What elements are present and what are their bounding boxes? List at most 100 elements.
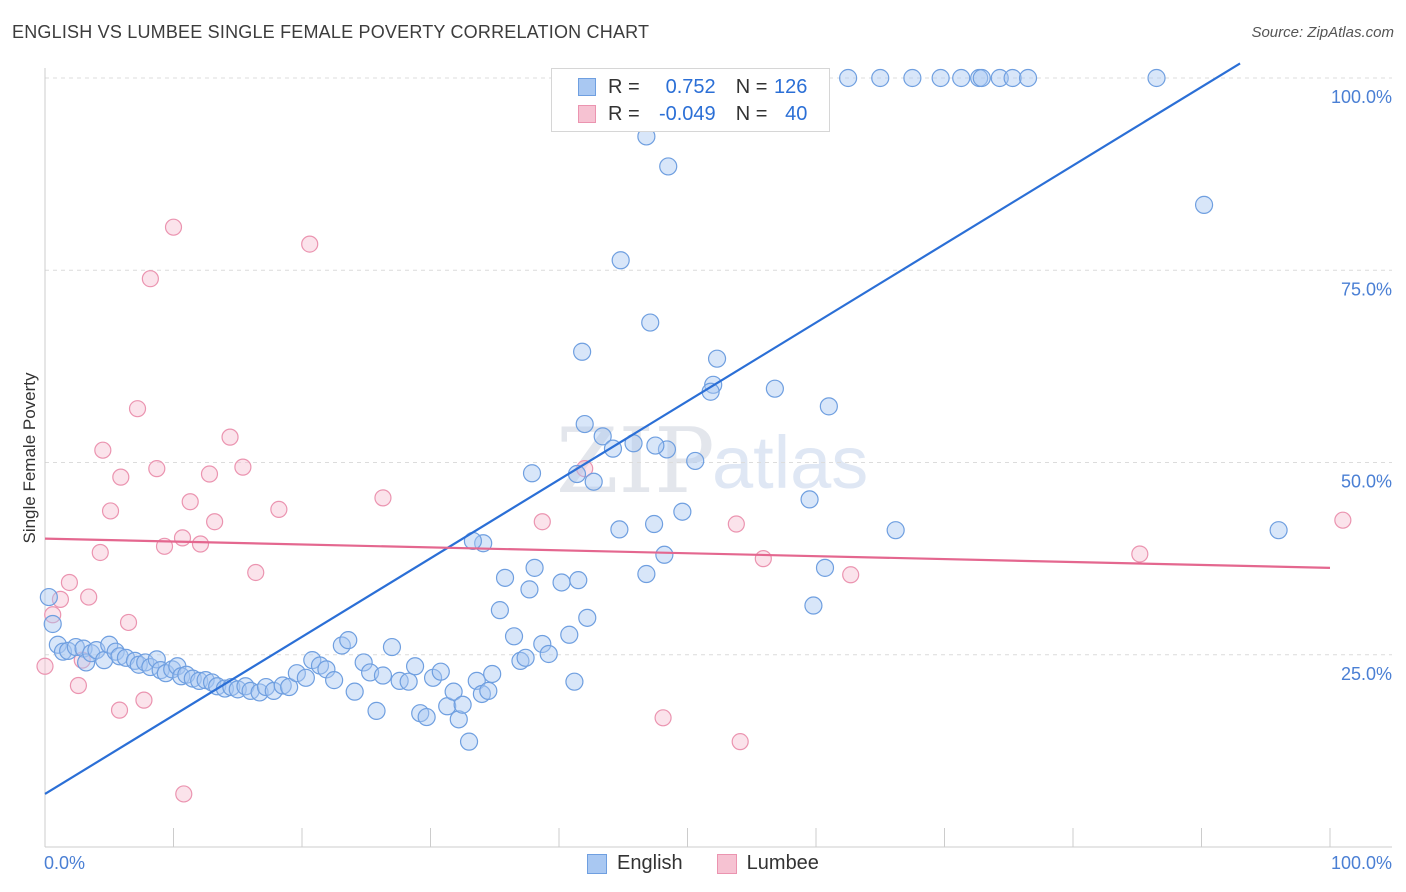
english-point — [417, 707, 436, 727]
english-point — [1147, 68, 1166, 88]
lumbee-point — [206, 513, 224, 531]
english-point — [345, 682, 364, 701]
lumbee-point — [175, 785, 193, 803]
lumbee-point — [181, 493, 199, 511]
english-r-label: R = — [608, 75, 640, 98]
lumbee-point — [270, 500, 288, 519]
x-tick-label-0: 0.0% — [44, 853, 85, 873]
english-point — [839, 68, 858, 88]
english-point — [479, 681, 498, 700]
lumbee-point — [112, 468, 130, 486]
english-point — [1194, 195, 1214, 214]
english-point — [449, 710, 468, 729]
legend-item-english[interactable]: English — [587, 852, 683, 875]
english-point — [804, 596, 823, 615]
lumbee-point — [36, 657, 54, 675]
english-point — [405, 657, 425, 676]
lumbee-point — [135, 691, 153, 709]
axes — [44, 68, 1392, 848]
english-legend-swatch — [587, 853, 608, 874]
english-point — [431, 662, 450, 681]
lumbee-point — [533, 513, 551, 531]
lumbee-point — [754, 550, 772, 568]
english-point — [241, 681, 260, 700]
lumbee-point — [221, 428, 239, 446]
english-point — [584, 472, 603, 491]
english-point — [399, 672, 418, 691]
english-point — [657, 440, 677, 459]
lumbee-point — [731, 733, 749, 751]
x-tick-label-100: 100.0% — [1331, 853, 1392, 873]
english-point — [573, 342, 592, 361]
english-point — [569, 571, 588, 590]
lumbee-r-value: -0.049 — [658, 102, 716, 125]
lumbee-point — [94, 441, 112, 459]
english-point — [533, 634, 552, 654]
y-tick-label-75: 75.0% — [1341, 279, 1392, 299]
lumbee-point — [247, 563, 265, 582]
english-point — [339, 631, 358, 650]
english-point — [504, 627, 524, 646]
english-point — [552, 573, 571, 592]
english-point — [444, 682, 463, 701]
english-n-value: 126 — [774, 75, 808, 98]
y-axis-label: Single Female Poverty — [20, 372, 39, 544]
english-point — [972, 68, 991, 88]
english-point — [886, 521, 905, 540]
lumbee-swatch — [578, 105, 596, 123]
english-point — [354, 653, 373, 672]
tick-labels: 25.0% 50.0% 75.0% 100.0% 0.0% 100.0% — [44, 87, 1392, 873]
english-point — [610, 520, 629, 539]
english-point — [1018, 68, 1038, 88]
lumbee-point — [44, 606, 62, 624]
english-point — [516, 648, 535, 667]
english-point — [77, 653, 96, 672]
lumbee-point — [200, 465, 219, 483]
lumbee-point — [1334, 511, 1352, 529]
source-label: Source: ZipAtlas.com — [1251, 24, 1394, 41]
english-point — [287, 664, 306, 683]
english-point — [931, 68, 950, 88]
english-point — [990, 68, 1009, 88]
english-point — [1269, 521, 1288, 540]
lumbee-point — [173, 529, 192, 547]
english-point — [495, 568, 515, 587]
english-point — [382, 637, 402, 657]
english-point — [644, 514, 664, 534]
english-point — [815, 558, 835, 577]
legend-item-lumbee[interactable]: Lumbee — [716, 852, 819, 875]
english-point — [659, 157, 678, 176]
english-point — [686, 451, 705, 471]
english-point — [593, 427, 612, 446]
english-point — [273, 676, 292, 695]
lumbee-point — [164, 218, 183, 236]
lumbee-point — [128, 400, 147, 418]
english-point — [952, 68, 971, 88]
series-legend: English Lumbee — [0, 852, 1406, 875]
chart-title: ENGLISH VS LUMBEE SINGLE FEMALE POVERTY … — [12, 22, 650, 42]
english-point — [560, 625, 579, 644]
lumbee-point — [374, 489, 392, 507]
english-point — [39, 587, 58, 607]
english-point — [367, 701, 386, 720]
english-point — [520, 580, 539, 599]
english-n-label: N = — [735, 75, 768, 98]
y-tick-label-50: 50.0% — [1341, 472, 1392, 492]
english-point — [765, 379, 784, 398]
english-point — [871, 68, 890, 88]
english-point — [673, 502, 692, 521]
english-point — [539, 644, 558, 664]
english-point — [43, 614, 62, 634]
trend-lines — [44, 62, 1331, 795]
lumbee-points — [36, 218, 1352, 803]
legend-row-lumbee: R = -0.049 N = 40 — [552, 100, 807, 128]
english-point — [459, 732, 479, 751]
english-point — [163, 660, 182, 679]
english-point — [641, 313, 660, 332]
lumbee-point — [234, 458, 252, 476]
legend-row-english: R = 0.752 N = 126 — [552, 73, 807, 101]
english-point — [483, 664, 502, 684]
lumbee-legend-swatch — [716, 853, 737, 874]
english-point — [373, 666, 393, 685]
english-point — [819, 397, 838, 416]
